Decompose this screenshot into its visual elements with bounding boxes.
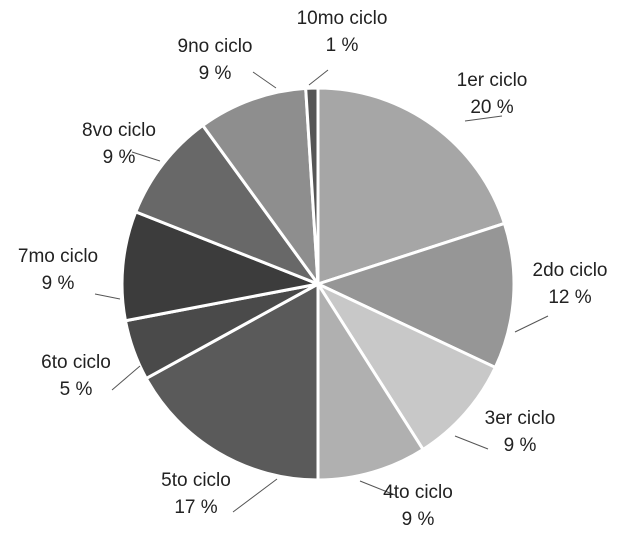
leader-line-10 (308, 69, 329, 86)
slice-value-label: 9 % (199, 63, 232, 84)
slice-value-label: 9 % (402, 509, 435, 530)
slice-value-label: 9 % (42, 273, 75, 294)
pie-slices (120, 86, 516, 482)
leader-line-5 (232, 478, 278, 513)
pie-slice-10 (304, 86, 320, 286)
pie-slice-5 (144, 282, 320, 482)
leader-line-9 (252, 71, 277, 89)
slice-value-label: 9 % (103, 147, 136, 168)
slice-name-label: 8vo ciclo (82, 120, 156, 141)
slice-name-label: 9no ciclo (178, 36, 253, 57)
pie-slice-8 (134, 123, 320, 286)
leader-line-1 (464, 115, 503, 122)
slice-name-label: 10mo ciclo (297, 8, 388, 29)
leader-lines (94, 69, 549, 513)
slice-value-label: 1 % (326, 35, 359, 56)
pie-slice-7 (120, 210, 320, 323)
leader-line-4 (359, 480, 396, 496)
slice-name-label: 6to ciclo (41, 352, 111, 373)
slice-name-label: 4to ciclo (383, 482, 453, 503)
slice-value-label: 17 % (174, 497, 217, 518)
slice-labels: 1er ciclo 20 % 2do ciclo 12 % 3er ciclo 9 % 4t… (18, 8, 608, 530)
leader-line-6 (111, 365, 141, 391)
slice-value-label: 20 % (470, 97, 513, 118)
slice-value-label: 12 % (548, 287, 591, 308)
leader-line-7 (94, 293, 121, 300)
slice-name-label: 7mo ciclo (18, 246, 98, 267)
slice-name-label: 5to ciclo (161, 470, 231, 491)
slice-name-label: 2do ciclo (533, 260, 608, 281)
pie-slice-2 (316, 221, 516, 369)
slice-name-label: 3er ciclo (485, 408, 556, 429)
leader-line-8 (131, 151, 161, 162)
pie-slice-9 (201, 86, 320, 286)
leader-line-2 (514, 315, 549, 333)
pie-slice-1 (316, 86, 506, 286)
pie-slice-3 (316, 282, 497, 451)
pie-slice-4 (316, 282, 425, 482)
slice-value-label: 9 % (504, 435, 537, 456)
slice-value-label: 5 % (60, 379, 93, 400)
slice-name-label: 1er ciclo (457, 70, 528, 91)
leader-line-3 (454, 435, 489, 450)
